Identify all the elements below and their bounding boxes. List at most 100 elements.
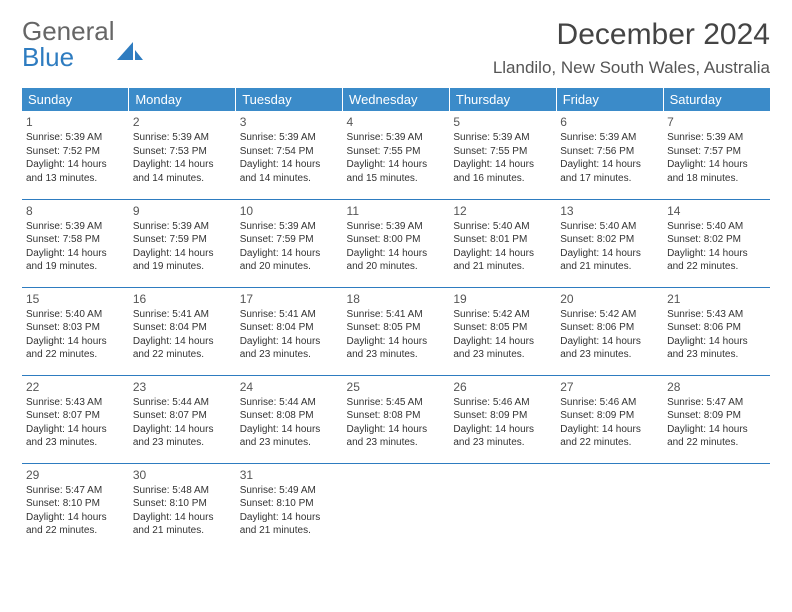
daylight-line: Daylight: 14 hours and 18 minutes. <box>667 158 766 185</box>
day-number: 17 <box>240 291 339 307</box>
sunset-line: Sunset: 8:04 PM <box>133 321 232 335</box>
sunset-line: Sunset: 8:09 PM <box>453 409 552 423</box>
day-number: 1 <box>26 114 125 130</box>
sunset-line: Sunset: 8:01 PM <box>453 233 552 247</box>
calendar-day-cell: 28Sunrise: 5:47 AMSunset: 8:09 PMDayligh… <box>663 375 770 463</box>
sunrise-line: Sunrise: 5:39 AM <box>667 131 766 145</box>
day-number: 12 <box>453 203 552 219</box>
calendar-day-cell: 14Sunrise: 5:40 AMSunset: 8:02 PMDayligh… <box>663 199 770 287</box>
daylight-line: Daylight: 14 hours and 23 minutes. <box>453 335 552 362</box>
day-number: 8 <box>26 203 125 219</box>
day-number: 4 <box>347 114 446 130</box>
sunrise-line: Sunrise: 5:48 AM <box>133 484 232 498</box>
day-number: 25 <box>347 379 446 395</box>
calendar-day-cell: 2Sunrise: 5:39 AMSunset: 7:53 PMDaylight… <box>129 111 236 199</box>
sunset-line: Sunset: 8:10 PM <box>133 497 232 511</box>
calendar-empty-cell <box>663 463 770 551</box>
day-number: 3 <box>240 114 339 130</box>
calendar-day-cell: 22Sunrise: 5:43 AMSunset: 8:07 PMDayligh… <box>22 375 129 463</box>
sunrise-line: Sunrise: 5:42 AM <box>453 308 552 322</box>
calendar-day-cell: 3Sunrise: 5:39 AMSunset: 7:54 PMDaylight… <box>236 111 343 199</box>
daylight-line: Daylight: 14 hours and 23 minutes. <box>453 423 552 450</box>
sunset-line: Sunset: 7:52 PM <box>26 145 125 159</box>
sunrise-line: Sunrise: 5:47 AM <box>26 484 125 498</box>
sunrise-line: Sunrise: 5:45 AM <box>347 396 446 410</box>
sunrise-line: Sunrise: 5:39 AM <box>347 131 446 145</box>
day-number: 6 <box>560 114 659 130</box>
sunset-line: Sunset: 7:55 PM <box>347 145 446 159</box>
sunset-line: Sunset: 7:59 PM <box>133 233 232 247</box>
sunset-line: Sunset: 8:10 PM <box>26 497 125 511</box>
calendar-day-cell: 29Sunrise: 5:47 AMSunset: 8:10 PMDayligh… <box>22 463 129 551</box>
sunset-line: Sunset: 8:03 PM <box>26 321 125 335</box>
daylight-line: Daylight: 14 hours and 13 minutes. <box>26 158 125 185</box>
sunset-line: Sunset: 7:54 PM <box>240 145 339 159</box>
sunset-line: Sunset: 8:05 PM <box>453 321 552 335</box>
logo-sail-icon <box>117 40 143 60</box>
calendar-day-cell: 24Sunrise: 5:44 AMSunset: 8:08 PMDayligh… <box>236 375 343 463</box>
daylight-line: Daylight: 14 hours and 23 minutes. <box>240 423 339 450</box>
sunset-line: Sunset: 8:09 PM <box>667 409 766 423</box>
day-number: 16 <box>133 291 232 307</box>
calendar-day-cell: 11Sunrise: 5:39 AMSunset: 8:00 PMDayligh… <box>343 199 450 287</box>
calendar-empty-cell <box>556 463 663 551</box>
calendar-week-row: 22Sunrise: 5:43 AMSunset: 8:07 PMDayligh… <box>22 375 770 463</box>
sunrise-line: Sunrise: 5:39 AM <box>133 220 232 234</box>
calendar-day-cell: 12Sunrise: 5:40 AMSunset: 8:01 PMDayligh… <box>449 199 556 287</box>
sunrise-line: Sunrise: 5:44 AM <box>133 396 232 410</box>
daylight-line: Daylight: 14 hours and 21 minutes. <box>453 247 552 274</box>
day-number: 13 <box>560 203 659 219</box>
daylight-line: Daylight: 14 hours and 14 minutes. <box>240 158 339 185</box>
daylight-line: Daylight: 14 hours and 22 minutes. <box>26 511 125 538</box>
daylight-line: Daylight: 14 hours and 23 minutes. <box>560 335 659 362</box>
day-number: 31 <box>240 467 339 483</box>
day-number: 26 <box>453 379 552 395</box>
sunset-line: Sunset: 7:57 PM <box>667 145 766 159</box>
sunrise-line: Sunrise: 5:44 AM <box>240 396 339 410</box>
day-header: Friday <box>556 88 663 111</box>
sunset-line: Sunset: 8:07 PM <box>26 409 125 423</box>
calendar-empty-cell <box>449 463 556 551</box>
calendar-empty-cell <box>343 463 450 551</box>
day-number: 14 <box>667 203 766 219</box>
daylight-line: Daylight: 14 hours and 17 minutes. <box>560 158 659 185</box>
day-header: Wednesday <box>343 88 450 111</box>
calendar-day-cell: 20Sunrise: 5:42 AMSunset: 8:06 PMDayligh… <box>556 287 663 375</box>
daylight-line: Daylight: 14 hours and 23 minutes. <box>26 423 125 450</box>
daylight-line: Daylight: 14 hours and 23 minutes. <box>347 335 446 362</box>
sunset-line: Sunset: 8:08 PM <box>240 409 339 423</box>
daylight-line: Daylight: 14 hours and 22 minutes. <box>667 247 766 274</box>
sunrise-line: Sunrise: 5:41 AM <box>133 308 232 322</box>
calendar-day-cell: 5Sunrise: 5:39 AMSunset: 7:55 PMDaylight… <box>449 111 556 199</box>
calendar-day-cell: 17Sunrise: 5:41 AMSunset: 8:04 PMDayligh… <box>236 287 343 375</box>
daylight-line: Daylight: 14 hours and 23 minutes. <box>133 423 232 450</box>
calendar-day-cell: 1Sunrise: 5:39 AMSunset: 7:52 PMDaylight… <box>22 111 129 199</box>
sunrise-line: Sunrise: 5:41 AM <box>240 308 339 322</box>
calendar-day-cell: 18Sunrise: 5:41 AMSunset: 8:05 PMDayligh… <box>343 287 450 375</box>
sunrise-line: Sunrise: 5:46 AM <box>560 396 659 410</box>
calendar-day-cell: 10Sunrise: 5:39 AMSunset: 7:59 PMDayligh… <box>236 199 343 287</box>
calendar-day-cell: 7Sunrise: 5:39 AMSunset: 7:57 PMDaylight… <box>663 111 770 199</box>
calendar-day-cell: 26Sunrise: 5:46 AMSunset: 8:09 PMDayligh… <box>449 375 556 463</box>
day-number: 19 <box>453 291 552 307</box>
calendar-day-cell: 15Sunrise: 5:40 AMSunset: 8:03 PMDayligh… <box>22 287 129 375</box>
sunset-line: Sunset: 7:55 PM <box>453 145 552 159</box>
day-header-row: SundayMondayTuesdayWednesdayThursdayFrid… <box>22 88 770 111</box>
daylight-line: Daylight: 14 hours and 19 minutes. <box>133 247 232 274</box>
day-number: 22 <box>26 379 125 395</box>
sunset-line: Sunset: 7:56 PM <box>560 145 659 159</box>
daylight-line: Daylight: 14 hours and 21 minutes. <box>133 511 232 538</box>
day-number: 21 <box>667 291 766 307</box>
calendar-day-cell: 16Sunrise: 5:41 AMSunset: 8:04 PMDayligh… <box>129 287 236 375</box>
daylight-line: Daylight: 14 hours and 16 minutes. <box>453 158 552 185</box>
day-number: 2 <box>133 114 232 130</box>
daylight-line: Daylight: 14 hours and 21 minutes. <box>240 511 339 538</box>
sunrise-line: Sunrise: 5:39 AM <box>133 131 232 145</box>
calendar-day-cell: 21Sunrise: 5:43 AMSunset: 8:06 PMDayligh… <box>663 287 770 375</box>
calendar-day-cell: 25Sunrise: 5:45 AMSunset: 8:08 PMDayligh… <box>343 375 450 463</box>
day-number: 11 <box>347 203 446 219</box>
sunrise-line: Sunrise: 5:39 AM <box>26 220 125 234</box>
daylight-line: Daylight: 14 hours and 21 minutes. <box>560 247 659 274</box>
sunrise-line: Sunrise: 5:47 AM <box>667 396 766 410</box>
day-number: 27 <box>560 379 659 395</box>
